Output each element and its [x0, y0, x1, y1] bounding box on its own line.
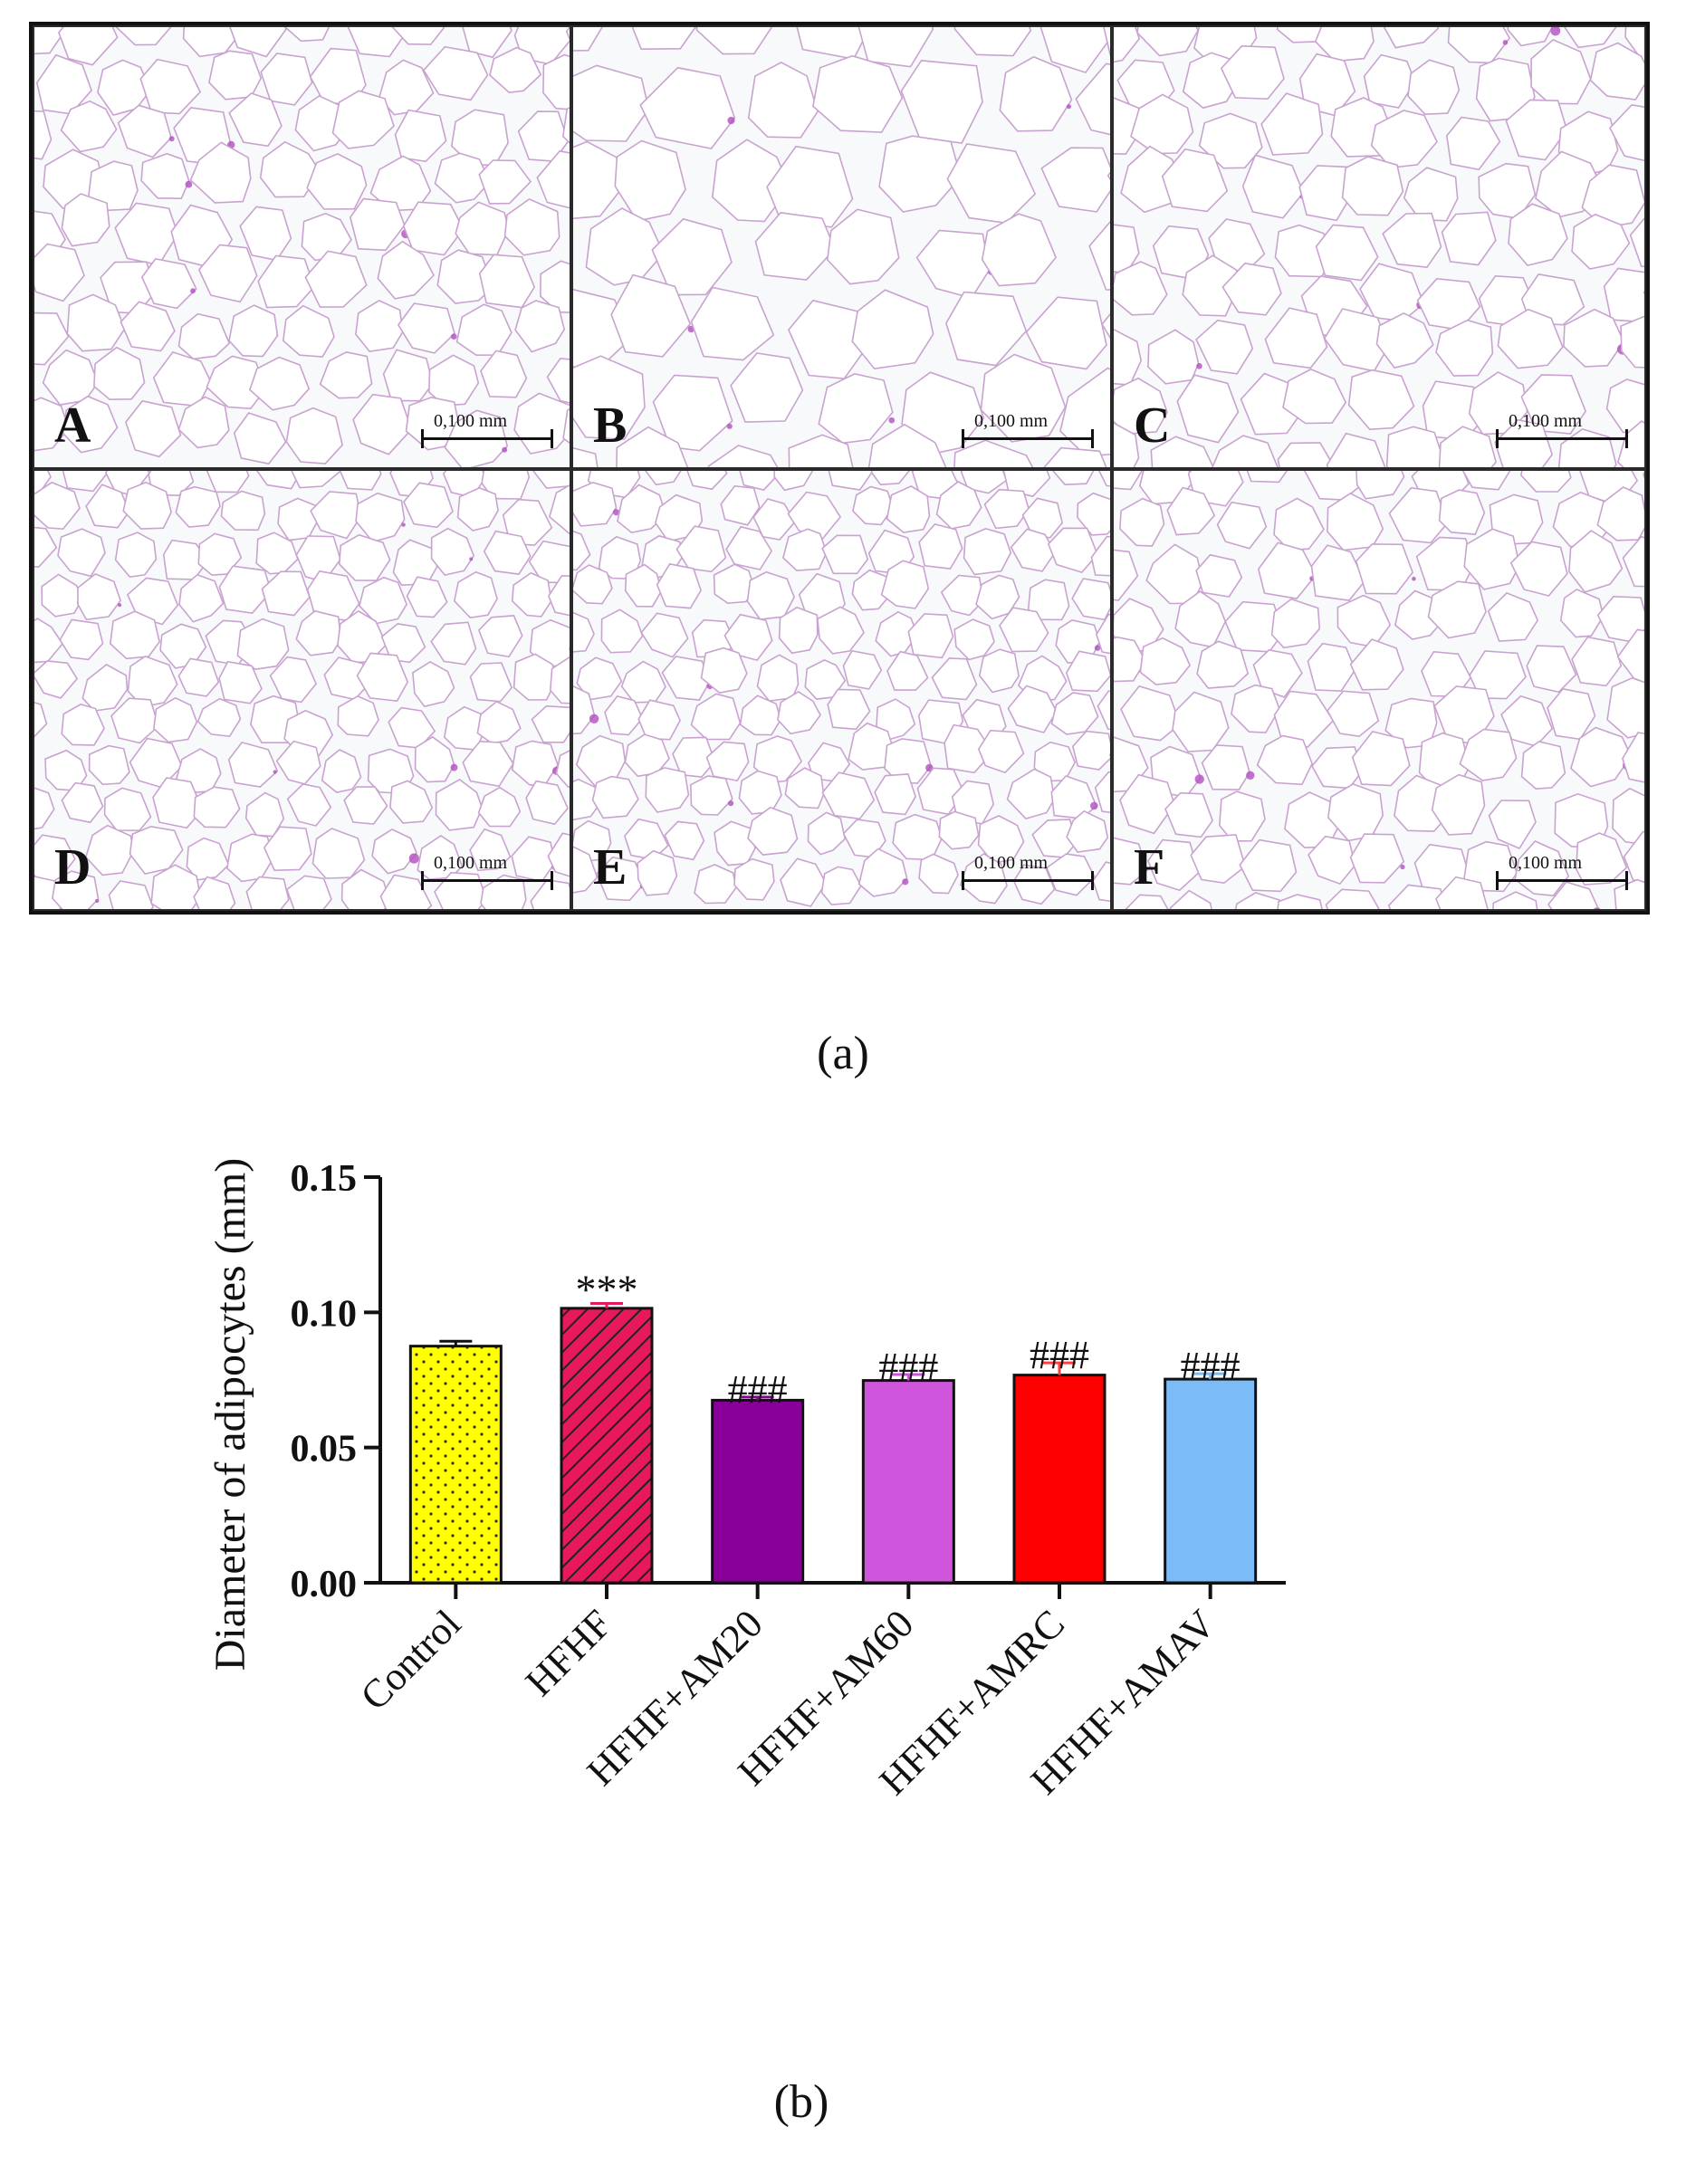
panel-letter: E	[593, 839, 627, 896]
panel-letter: C	[1134, 398, 1171, 454]
panel-letter: A	[54, 398, 91, 454]
scale-bar-line	[962, 429, 1094, 448]
scale-bar-label: 0,100 mm	[1509, 853, 1583, 873]
adipose-tissue-image	[573, 471, 1110, 909]
scale-bar-label: 0,100 mm	[434, 411, 508, 431]
bar	[861, 1379, 955, 1585]
scale-bar-label: 0,100 mm	[974, 853, 1049, 873]
significance-label: ***	[576, 1266, 638, 1312]
adipose-tissue-image	[1114, 27, 1644, 467]
scale-bar: 0,100 mm	[421, 411, 553, 448]
panel-letter: D	[54, 839, 91, 896]
adipose-tissue-image	[34, 27, 570, 467]
scale-bar-line	[962, 871, 1094, 890]
caption-b: (b)	[773, 2076, 829, 2128]
scale-bar: 0,100 mm	[1496, 411, 1628, 448]
y-axis-label: Diameter of adipocytes (mm)	[206, 1158, 254, 1671]
scale-bar-line	[1496, 871, 1628, 890]
scale-bar: 0,100 mm	[962, 853, 1094, 890]
caption-a: (a)	[817, 1028, 869, 1079]
adipose-tissue-image	[34, 471, 570, 909]
scale-bar-line	[421, 429, 553, 448]
significance-label: ###	[878, 1345, 938, 1389]
bar	[560, 1307, 654, 1585]
y-tick-label: 0.05	[291, 1429, 358, 1470]
bar	[408, 1345, 503, 1585]
y-tick-label: 0.00	[291, 1564, 358, 1605]
significance-label: ###	[1181, 1344, 1241, 1388]
scale-bar: 0,100 mm	[421, 853, 553, 890]
micrograph-panel-f: F 0,100 mm	[1112, 469, 1646, 911]
adipose-tissue-image	[573, 27, 1110, 467]
bar	[711, 1398, 805, 1585]
scale-bar-line	[421, 871, 553, 890]
micrograph-panel-a: A 0,100 mm	[33, 25, 571, 469]
adipose-tissue-image	[1114, 471, 1644, 909]
bar-chart: 0.00 0.05 0.10 0.15 Diameter of adipocytes (…	[206, 1158, 1286, 1804]
scale-bar: 0,100 mm	[1496, 853, 1628, 890]
panel-letter: B	[593, 398, 627, 454]
scale-bar-label: 0,100 mm	[1509, 411, 1583, 431]
y-tick-label: 0.15	[291, 1158, 358, 1200]
scale-bar-label: 0,100 mm	[434, 853, 508, 873]
significance-label: ###	[1030, 1333, 1089, 1377]
bar	[1012, 1374, 1106, 1585]
y-tick-label: 0.10	[291, 1293, 358, 1335]
micrograph-panel-e: E 0,100 mm	[571, 469, 1112, 911]
scale-bar: 0,100 mm	[962, 411, 1094, 448]
x-tick-label: HFHF	[517, 1601, 620, 1704]
panel-letter: F	[1134, 839, 1165, 896]
scale-bar-line	[1496, 429, 1628, 448]
bar	[1164, 1377, 1258, 1585]
significance-label: ###	[728, 1367, 788, 1412]
micrograph-panel-c: C 0,100 mm	[1112, 25, 1646, 469]
micrograph-panel-d: D 0,100 mm	[33, 469, 571, 911]
x-tick-label: Control	[352, 1601, 470, 1719]
micrograph-grid: A 0,100 mm B 0,100 mm C 0,100 mm D 0,100…	[29, 22, 1650, 915]
micrograph-panel-b: B 0,100 mm	[571, 25, 1112, 469]
scale-bar-label: 0,100 mm	[974, 411, 1049, 431]
